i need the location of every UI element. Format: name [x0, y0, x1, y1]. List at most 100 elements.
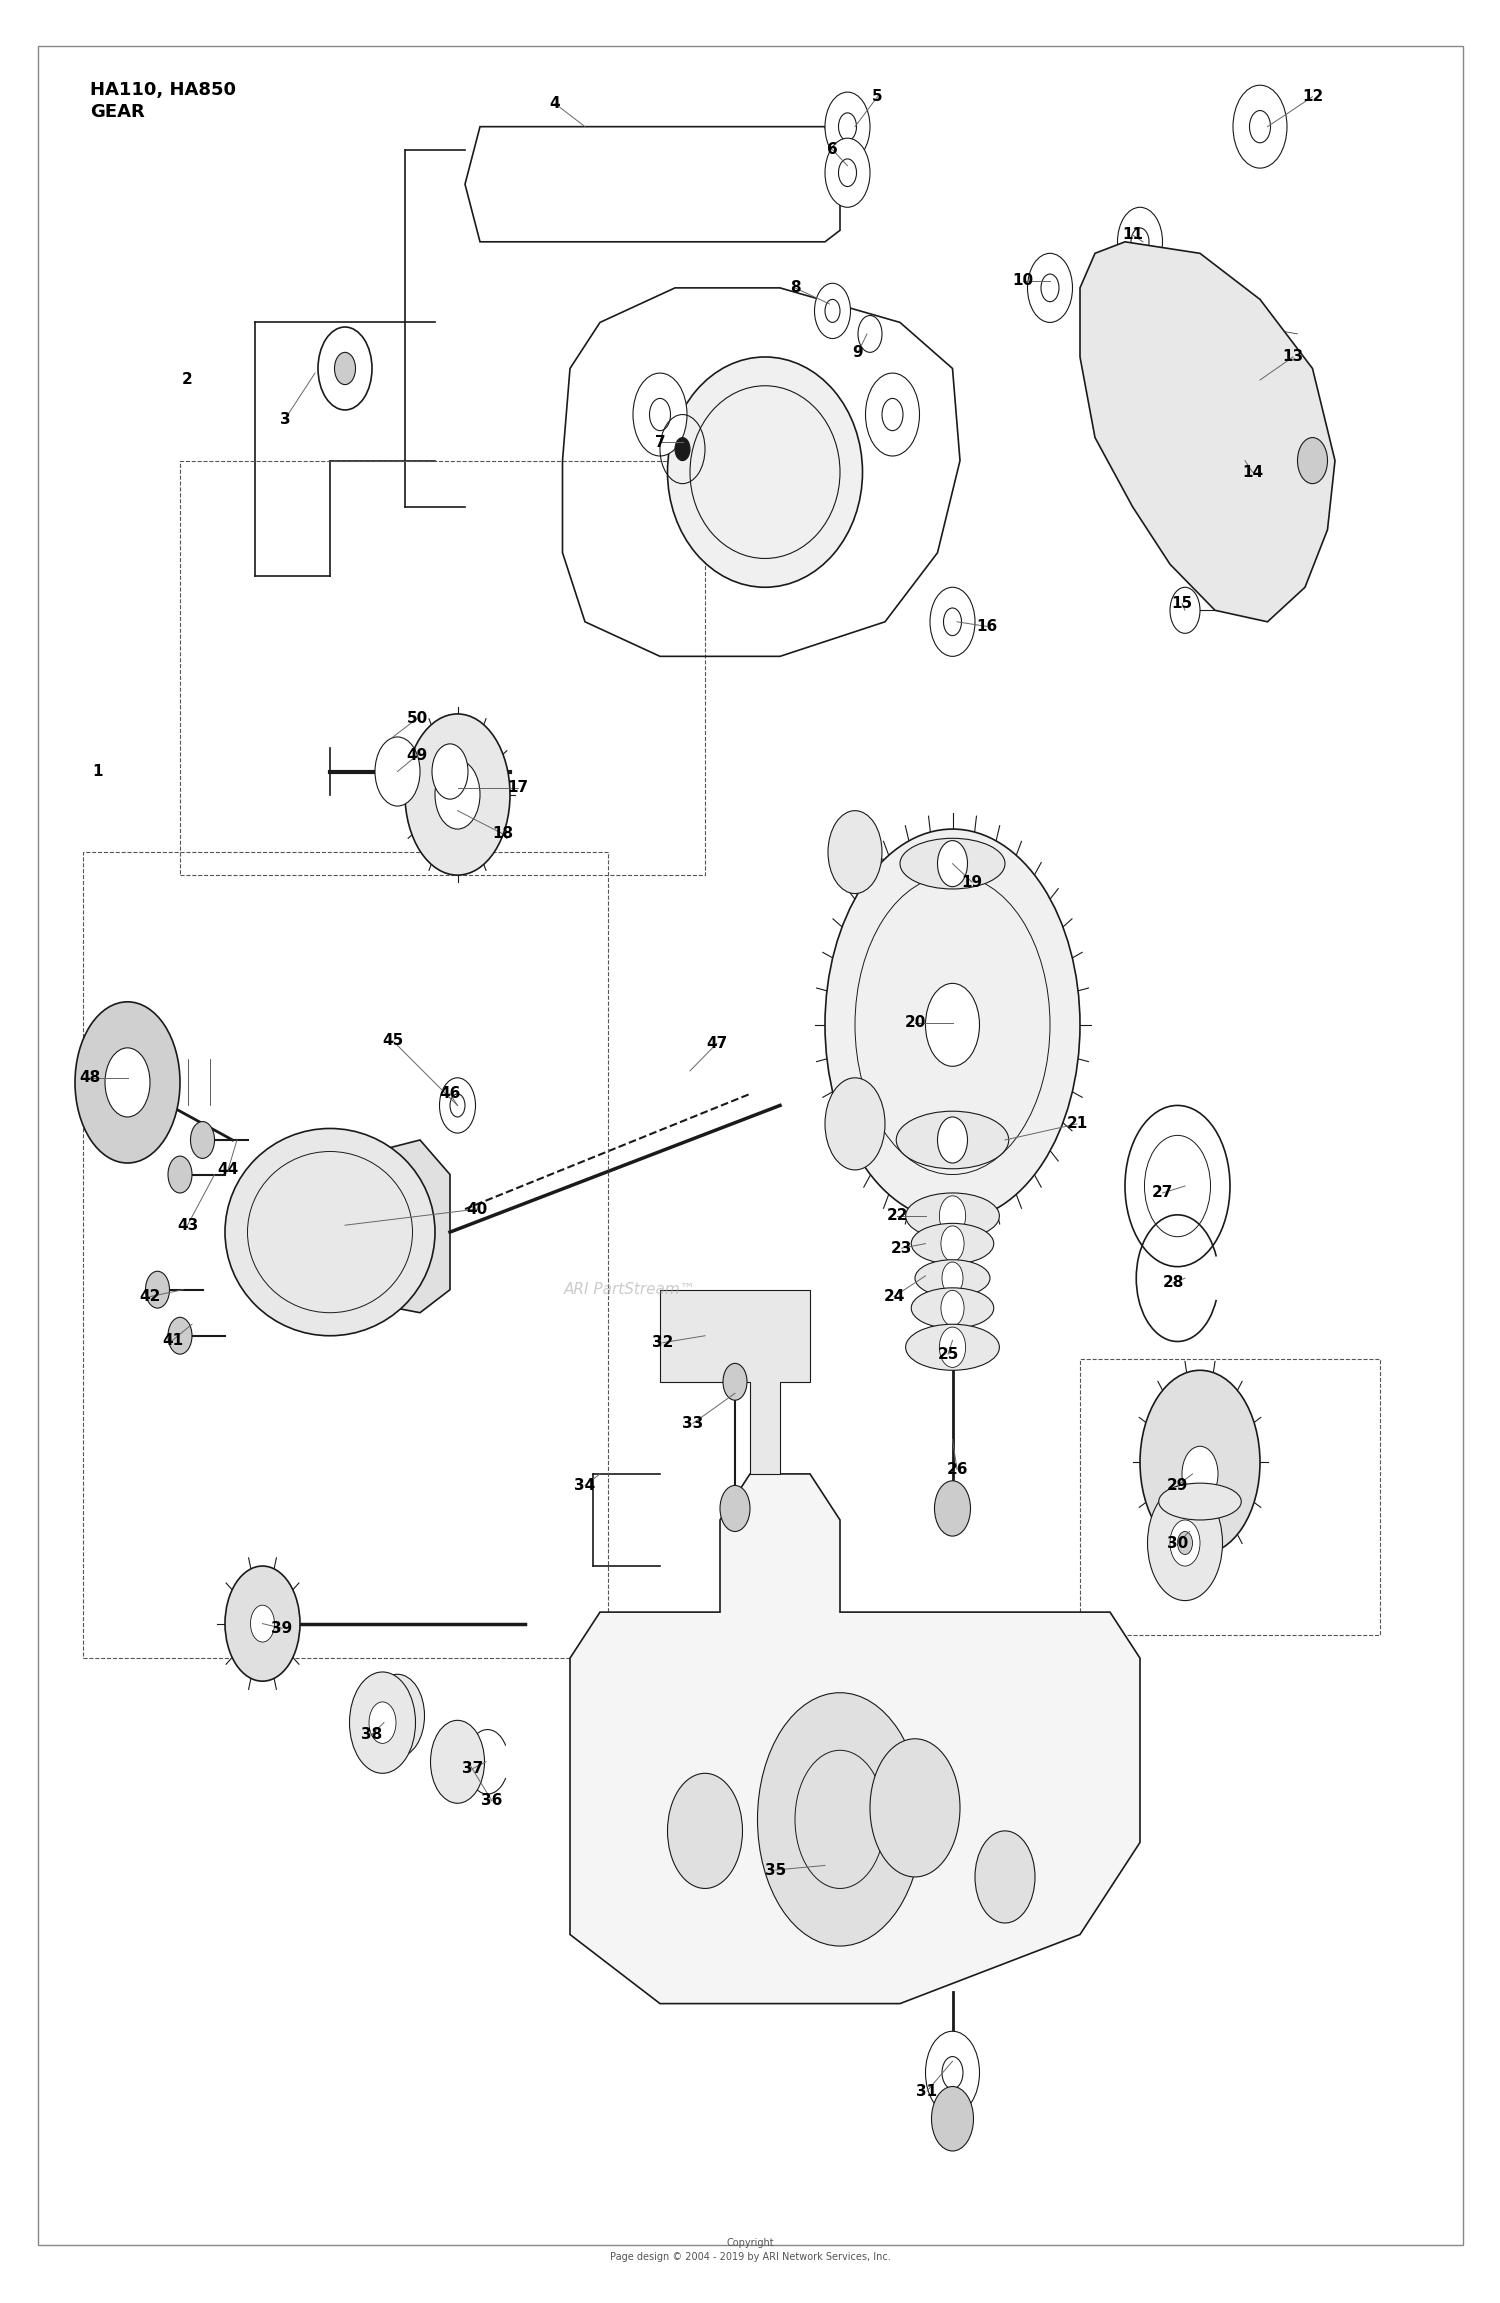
Circle shape — [405, 714, 510, 875]
Circle shape — [939, 1195, 966, 1237]
Circle shape — [1170, 1520, 1200, 1566]
Circle shape — [1148, 1485, 1222, 1601]
Text: 17: 17 — [507, 781, 528, 795]
Circle shape — [942, 1262, 963, 1294]
Ellipse shape — [1158, 1483, 1242, 1520]
Text: 8: 8 — [789, 281, 801, 295]
Text: 15: 15 — [1172, 596, 1192, 610]
Text: 4: 4 — [549, 97, 561, 111]
Circle shape — [828, 811, 882, 894]
Circle shape — [940, 1290, 964, 1327]
Circle shape — [932, 2087, 974, 2151]
Circle shape — [825, 829, 1080, 1221]
Ellipse shape — [915, 1260, 990, 1297]
Text: 45: 45 — [382, 1034, 404, 1048]
Text: 6: 6 — [827, 143, 839, 157]
Text: 27: 27 — [1152, 1186, 1173, 1200]
Circle shape — [75, 1002, 180, 1163]
Circle shape — [758, 1693, 922, 1946]
Text: 41: 41 — [162, 1333, 183, 1347]
Circle shape — [633, 373, 687, 456]
Circle shape — [1182, 1446, 1218, 1502]
Circle shape — [720, 1485, 750, 1531]
Text: 43: 43 — [177, 1218, 198, 1232]
Ellipse shape — [225, 1128, 435, 1336]
Circle shape — [825, 92, 870, 161]
Text: 49: 49 — [406, 748, 427, 762]
Text: 22: 22 — [886, 1209, 908, 1223]
Circle shape — [190, 1122, 214, 1158]
Circle shape — [926, 983, 980, 1066]
Circle shape — [350, 1672, 416, 1773]
Circle shape — [939, 1327, 966, 1368]
Circle shape — [1298, 438, 1328, 484]
Text: 1: 1 — [93, 765, 102, 778]
Text: 30: 30 — [1167, 1536, 1188, 1550]
Bar — [82, 852, 608, 1658]
Text: 47: 47 — [706, 1036, 728, 1050]
Polygon shape — [1080, 242, 1335, 622]
Circle shape — [675, 438, 690, 461]
Bar — [180, 461, 705, 875]
Circle shape — [435, 760, 480, 829]
Circle shape — [865, 373, 919, 456]
Text: 9: 9 — [852, 345, 864, 359]
Circle shape — [318, 327, 372, 410]
Circle shape — [225, 1566, 300, 1681]
Text: 46: 46 — [440, 1087, 460, 1101]
Circle shape — [369, 1702, 396, 1743]
Text: 12: 12 — [1302, 90, 1323, 104]
Text: 2: 2 — [182, 373, 194, 387]
Text: 7: 7 — [654, 435, 666, 449]
Circle shape — [825, 138, 870, 207]
Text: 3: 3 — [279, 412, 291, 426]
Text: 48: 48 — [80, 1071, 100, 1085]
Circle shape — [930, 587, 975, 656]
Ellipse shape — [906, 1324, 999, 1370]
Ellipse shape — [897, 1112, 1008, 1170]
Text: 32: 32 — [652, 1336, 674, 1350]
Text: 26: 26 — [946, 1462, 968, 1476]
Circle shape — [858, 316, 882, 352]
Text: 33: 33 — [682, 1416, 703, 1430]
Text: 21: 21 — [1066, 1117, 1088, 1131]
Circle shape — [430, 1720, 484, 1803]
Text: 13: 13 — [1282, 350, 1304, 364]
Circle shape — [975, 1831, 1035, 1923]
Ellipse shape — [910, 1223, 993, 1264]
Circle shape — [375, 737, 420, 806]
Text: 40: 40 — [466, 1202, 488, 1216]
Ellipse shape — [906, 1193, 999, 1239]
Text: 36: 36 — [482, 1794, 502, 1808]
Polygon shape — [570, 1474, 1140, 2004]
Circle shape — [926, 2031, 980, 2114]
Circle shape — [1140, 1370, 1260, 1555]
Text: 19: 19 — [962, 875, 982, 889]
Bar — [1080, 1359, 1380, 1635]
Text: 42: 42 — [140, 1290, 160, 1303]
Text: 14: 14 — [1242, 465, 1263, 479]
Circle shape — [723, 1363, 747, 1400]
Circle shape — [387, 1700, 408, 1732]
Text: 18: 18 — [492, 827, 513, 841]
Circle shape — [938, 841, 968, 887]
Circle shape — [825, 1078, 885, 1170]
Circle shape — [938, 1117, 968, 1163]
Circle shape — [815, 283, 850, 339]
Text: 31: 31 — [916, 2084, 938, 2098]
Circle shape — [1178, 1531, 1192, 1555]
Text: Copyright
Page design © 2004 - 2019 by ARI Network Services, Inc.: Copyright Page design © 2004 - 2019 by A… — [609, 2239, 891, 2262]
Circle shape — [1233, 85, 1287, 168]
Text: 38: 38 — [362, 1727, 382, 1741]
Circle shape — [668, 1773, 742, 1888]
Text: 39: 39 — [272, 1621, 292, 1635]
Text: 50: 50 — [406, 712, 427, 725]
Ellipse shape — [668, 357, 862, 587]
Circle shape — [105, 1048, 150, 1117]
Text: 11: 11 — [1122, 228, 1143, 242]
Text: 10: 10 — [1013, 274, 1034, 288]
Text: 29: 29 — [1167, 1479, 1188, 1492]
Text: 5: 5 — [871, 90, 883, 104]
Polygon shape — [660, 1290, 810, 1474]
Text: 23: 23 — [891, 1241, 912, 1255]
